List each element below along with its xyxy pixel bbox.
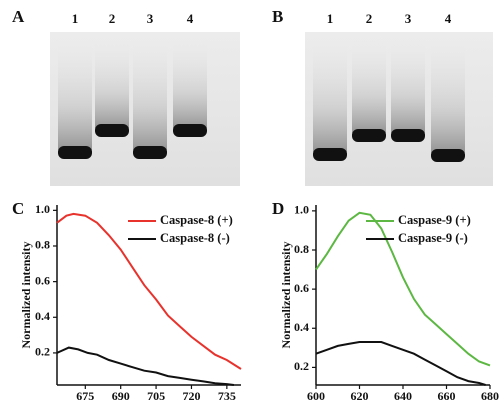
panel-label: B — [272, 7, 283, 26]
y-axis-label: Normalized intensity — [279, 242, 293, 349]
y-tick-label: 0.2 — [35, 345, 50, 359]
y-tick-label: 0.6 — [35, 273, 50, 287]
series-line — [315, 211, 491, 367]
lane-label: 2 — [366, 11, 373, 26]
panel-label: D — [272, 199, 284, 218]
legend-label: Caspase-9 (+) — [398, 213, 471, 227]
legend-label: Caspase-9 (-) — [398, 231, 468, 245]
legend-label: Caspase-8 (+) — [160, 213, 233, 227]
lane-label: 1 — [72, 11, 79, 26]
gel-band — [352, 129, 386, 142]
panel-label: C — [12, 199, 24, 218]
lane-label: 3 — [405, 11, 412, 26]
x-tick-label: 660 — [438, 389, 456, 403]
lane-label: 4 — [445, 11, 452, 26]
x-tick-label: 620 — [351, 389, 369, 403]
gel-smear — [133, 40, 167, 150]
x-tick-label: 735 — [218, 389, 236, 403]
x-tick-label: 675 — [76, 389, 94, 403]
x-tick-label: 690 — [112, 389, 130, 403]
gel-band — [173, 124, 207, 137]
series-line — [56, 346, 235, 386]
y-tick-label: 0.4 — [294, 320, 309, 334]
lane-label: 1 — [327, 11, 334, 26]
gel-smear — [173, 40, 207, 128]
x-tick-label: 680 — [481, 389, 499, 403]
gel-band — [313, 148, 347, 161]
gel-band — [95, 124, 129, 137]
lane-label: 3 — [147, 11, 154, 26]
gel-smear — [95, 40, 129, 128]
x-tick-label: 600 — [307, 389, 325, 403]
y-tick-label: 0.4 — [35, 309, 50, 323]
x-tick-label: 720 — [182, 389, 200, 403]
y-tick-label: 1.0 — [294, 203, 309, 217]
panel-label: A — [12, 7, 25, 26]
series-line — [315, 341, 486, 386]
legend-label: Caspase-8 (-) — [160, 231, 230, 245]
y-axis-label: Normalized intensity — [19, 242, 33, 349]
series-line — [56, 212, 242, 370]
y-tick-label: 0.2 — [294, 359, 309, 373]
gel-smear — [313, 40, 347, 152]
y-tick-label: 0.8 — [35, 238, 50, 252]
gel-band — [391, 129, 425, 142]
y-tick-label: 0.8 — [294, 242, 309, 256]
y-tick-label: 1.0 — [35, 202, 50, 216]
gel-smear — [391, 40, 425, 133]
x-tick-label: 705 — [147, 389, 165, 403]
gel-band — [133, 146, 167, 159]
gel-band — [431, 149, 465, 162]
gel-band — [58, 146, 92, 159]
x-tick-label: 640 — [394, 389, 412, 403]
lane-label: 4 — [187, 11, 194, 26]
gel-smear — [352, 40, 386, 133]
gel-smear — [58, 40, 92, 150]
gel-smear — [431, 40, 465, 153]
y-tick-label: 0.6 — [294, 281, 309, 295]
lane-label: 2 — [109, 11, 116, 26]
